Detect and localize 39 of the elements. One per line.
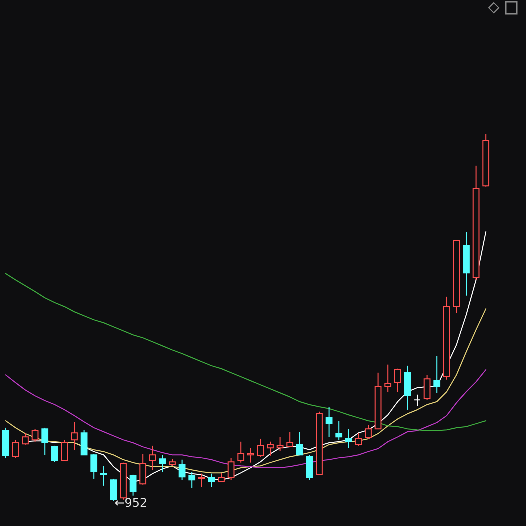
candlestick xyxy=(228,458,235,481)
candlestick xyxy=(336,420,343,441)
candlestick xyxy=(159,454,166,473)
candlestick xyxy=(32,428,39,442)
candlestick xyxy=(90,454,98,480)
candlestick xyxy=(247,448,254,464)
candlestick xyxy=(42,427,49,456)
candlestick xyxy=(384,364,392,392)
candlestick xyxy=(149,445,156,471)
candlestick xyxy=(208,473,216,488)
candlestick xyxy=(424,374,431,401)
candlestick xyxy=(140,454,147,486)
candlestick xyxy=(434,356,441,394)
candlestick xyxy=(100,466,108,486)
candlestick xyxy=(267,441,274,456)
candlestick xyxy=(365,424,372,440)
candlestick xyxy=(355,432,362,446)
candlestick xyxy=(71,422,78,450)
candlestick xyxy=(394,368,402,392)
candlestick xyxy=(198,473,206,488)
candlestick xyxy=(286,432,294,448)
candlestick xyxy=(326,406,333,438)
candlestick xyxy=(178,459,186,481)
candlestick xyxy=(130,474,137,496)
candlestick xyxy=(22,432,29,446)
candlestick xyxy=(61,440,68,462)
candlestick xyxy=(238,441,245,464)
candlestick xyxy=(296,432,304,456)
candlestick xyxy=(80,430,88,456)
candlestick xyxy=(257,438,264,458)
annotation: ←952 xyxy=(114,496,148,510)
candlestick xyxy=(404,365,412,410)
candlestick xyxy=(51,445,58,463)
candlestick xyxy=(12,440,20,459)
candlestick xyxy=(414,394,421,406)
candlestick xyxy=(345,428,352,449)
candlestick xyxy=(276,436,284,452)
candlestick xyxy=(306,454,314,481)
candlestick xyxy=(188,472,196,489)
